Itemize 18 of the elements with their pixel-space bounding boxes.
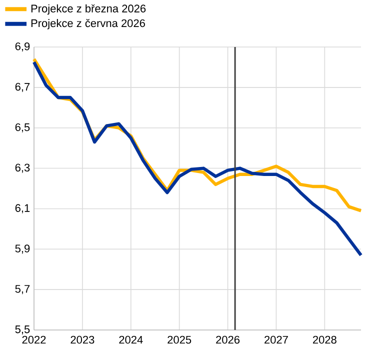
y-tick-label: 5,5 (15, 326, 30, 334)
y-tick-label: 5,9 (15, 244, 30, 254)
y-tick-label: 6,7 (15, 82, 30, 92)
x-tick-label: 2024 (119, 336, 143, 344)
y-tick-label: 6,5 (15, 123, 30, 132)
legend-label: Projekce z března 2026 (31, 4, 146, 15)
x-tick-label: 2025 (168, 336, 192, 344)
y-tick-label: 6,1 (15, 204, 30, 214)
y-tick-label: 5,7 (15, 285, 30, 294)
x-tick-label: 2028 (312, 336, 336, 344)
y-tick-label: 6,3 (15, 164, 30, 173)
legend-label: Projekce z června 2026 (31, 18, 145, 30)
x-tick-label: 2027 (264, 336, 288, 344)
line-series (32, 60, 363, 257)
y-tick-label: 6,9 (15, 42, 30, 52)
x-tick-label: 2023 (70, 336, 94, 344)
x-tick-label: 2026 (216, 336, 240, 344)
x-tick-label: 2022 (22, 336, 46, 344)
